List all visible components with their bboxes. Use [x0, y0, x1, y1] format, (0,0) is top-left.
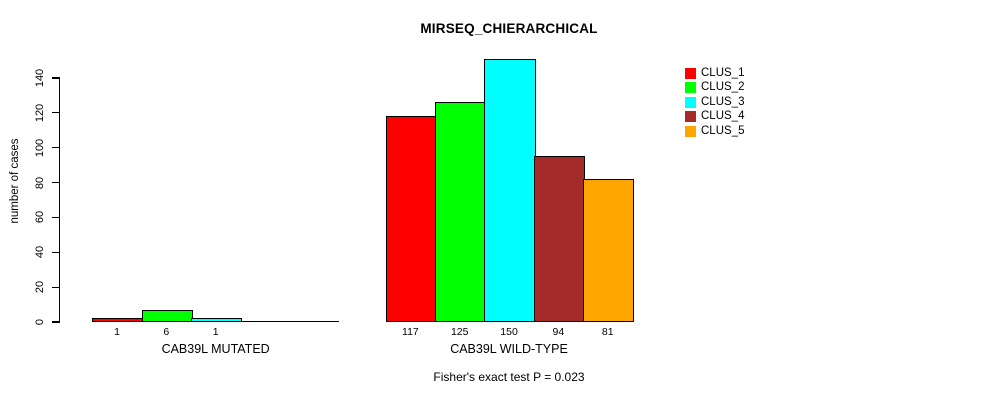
group-label: CAB39L MUTATED	[161, 342, 270, 356]
bar-clus_2	[435, 102, 487, 322]
bar-value-label: 1	[114, 326, 120, 338]
bar-clus_1	[92, 318, 144, 322]
bar-value-label: 117	[402, 326, 419, 338]
y-axis-line	[59, 77, 61, 323]
y-tick-label: 20	[34, 281, 46, 294]
bar-value-label: 125	[450, 326, 469, 338]
legend-swatch-clus_1	[684, 67, 696, 79]
y-tick-mark	[52, 321, 60, 323]
y-axis-label: number of cases	[9, 138, 21, 224]
y-tick-label: 140	[34, 68, 46, 88]
y-tick-mark	[52, 251, 60, 253]
y-tick-label: 60	[34, 211, 46, 224]
legend-label-clus_1: CLUS_1	[701, 66, 745, 79]
y-tick-mark	[52, 181, 60, 184]
bar-clus_1	[385, 116, 438, 322]
bar-value-label: 81	[601, 326, 614, 338]
bar-value-label: 94	[552, 326, 565, 338]
legend-label-clus_3: CLUS_3	[701, 95, 745, 108]
y-tick-label: 40	[34, 246, 46, 259]
legend-label-clus_2: CLUS_2	[701, 81, 745, 94]
y-tick-mark	[52, 286, 60, 288]
fisher-test-footnote: Fisher's exact test P = 0.023	[433, 370, 585, 384]
bar-clus_4	[533, 156, 586, 322]
y-tick-mark	[52, 216, 60, 219]
y-tick-mark	[52, 147, 60, 149]
y-tick-mark	[52, 112, 60, 114]
legend-swatch-clus_2	[684, 82, 696, 94]
bar-clus_3	[190, 318, 243, 322]
bar-value-label: 6	[163, 326, 170, 338]
group-label: CAB39L WILD-TYPE	[450, 342, 568, 356]
bar-clus_3	[484, 58, 536, 322]
bar-clus_2	[141, 309, 193, 322]
bar-value-label: 1	[212, 326, 219, 338]
y-tick-label: 80	[34, 176, 46, 189]
legend-swatch-clus_4	[684, 111, 696, 123]
legend-label-clus_4: CLUS_4	[701, 110, 745, 123]
bar-clus_5	[583, 178, 635, 322]
y-tick-label: 100	[34, 138, 46, 157]
y-tick-label: 0	[34, 318, 46, 326]
y-tick-mark	[52, 77, 60, 79]
legend-label-clus_5: CLUS_5	[701, 125, 745, 138]
bar-value-label: 150	[500, 326, 518, 338]
chart-title: MIRSEQ_CHIERARCHICAL	[420, 21, 598, 36]
bar-clus_4	[240, 321, 290, 322]
legend-swatch-clus_5	[684, 126, 696, 138]
y-tick-label: 120	[34, 103, 46, 123]
legend-swatch-clus_3	[684, 96, 696, 108]
bar-clus_5	[289, 321, 339, 322]
